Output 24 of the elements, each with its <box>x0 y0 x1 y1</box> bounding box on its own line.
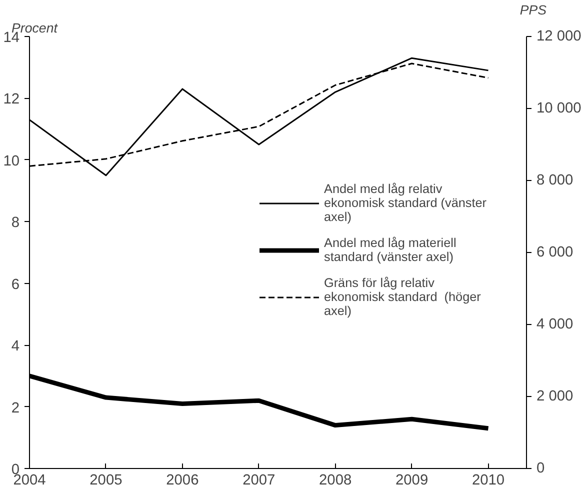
x-tick-label: 2010 <box>472 472 505 488</box>
x-tick-label: 2006 <box>166 472 199 488</box>
y2-tick-label: 12 000 <box>536 28 582 44</box>
x-tick-label: 2007 <box>242 472 276 488</box>
y-tick-label: 10 <box>3 153 20 170</box>
x-tick-label: 2005 <box>90 472 122 488</box>
y2-axis-title: PPS <box>520 2 547 18</box>
y-tick-label: 6 <box>11 276 20 293</box>
legend-label: Gräns för låg relativ ekonomisk standard (höger axel) <box>324 276 481 318</box>
y2-tick-label: 6 000 <box>536 244 574 260</box>
y-tick-label: 14 <box>3 30 20 46</box>
y2-tick-label: 10 000 <box>536 100 582 116</box>
y-tick-label: 2 <box>11 400 20 416</box>
y-tick-label: 4 <box>11 338 20 355</box>
x-tick-label: 2008 <box>319 472 352 488</box>
y2-tick-label: 0 <box>536 460 545 476</box>
y2-tick-label: 8 000 <box>536 172 574 188</box>
y-tick-label: 12 <box>3 92 20 108</box>
x-tick-label: 2009 <box>396 472 428 488</box>
y2-tick-label: 2 000 <box>536 388 574 404</box>
y-tick-label: 8 <box>11 215 20 232</box>
legend-label: Andel med låg relativ ekonomisk standard (vänster axel) <box>324 182 486 224</box>
legend-label: Andel med låg materiell standard (vänster axel) <box>324 236 456 264</box>
y2-tick-label: 4 000 <box>536 316 574 332</box>
